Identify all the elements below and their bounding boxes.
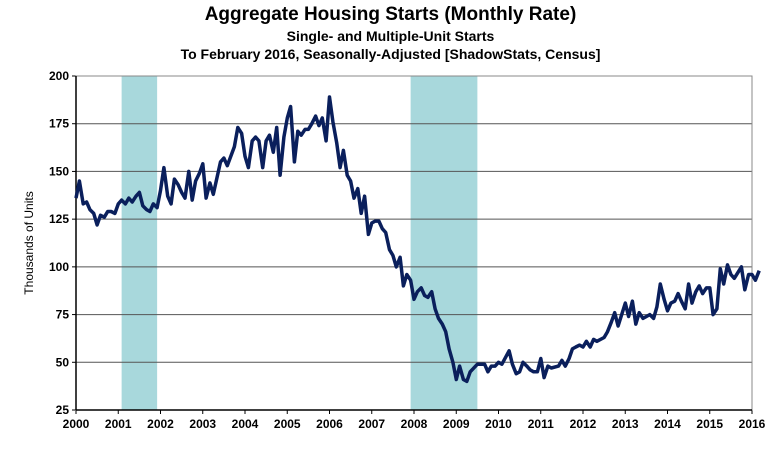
- x-tick-label: 2012: [570, 417, 597, 431]
- x-tick-label: 2007: [358, 417, 385, 431]
- y-tick-label: 50: [56, 355, 70, 369]
- y-tick-label: 200: [49, 69, 69, 83]
- x-tick-label: 2004: [232, 417, 259, 431]
- x-tick-label: 2015: [696, 417, 723, 431]
- x-tick-label: 2008: [401, 417, 428, 431]
- x-tick-label: 2006: [316, 417, 343, 431]
- x-tick-label: 2003: [189, 417, 216, 431]
- x-tick-label: 2005: [274, 417, 301, 431]
- chart-subtitle: Single- and Multiple-Unit Starts: [286, 28, 495, 44]
- y-axis-label: Thousands of Units: [22, 191, 36, 294]
- y-tick-label: 25: [56, 403, 70, 417]
- x-tick-label: 2009: [443, 417, 470, 431]
- x-tick-label: 2002: [147, 417, 174, 431]
- x-tick-label: 2010: [485, 417, 512, 431]
- x-tick-label: 2001: [105, 417, 132, 431]
- x-tick-label: 2013: [612, 417, 639, 431]
- y-tick-label: 100: [49, 260, 69, 274]
- y-tick-label: 175: [49, 117, 69, 131]
- y-tick-label: 125: [49, 212, 69, 226]
- chart-subtitle-source: To February 2016, Seasonally-Adjusted [S…: [180, 46, 601, 62]
- x-tick-label: 2011: [528, 417, 554, 431]
- recession-band: [410, 76, 478, 410]
- x-tick-label: 2014: [654, 417, 681, 431]
- x-tick-label: 2016: [739, 417, 766, 431]
- y-tick-label: 75: [56, 308, 70, 322]
- y-tick-label: 150: [49, 164, 69, 178]
- x-tick-label: 2000: [63, 417, 90, 431]
- series-line-housing-starts: [74, 95, 761, 384]
- recession-band: [121, 76, 158, 410]
- chart-title: Aggregate Housing Starts (Monthly Rate): [204, 4, 577, 25]
